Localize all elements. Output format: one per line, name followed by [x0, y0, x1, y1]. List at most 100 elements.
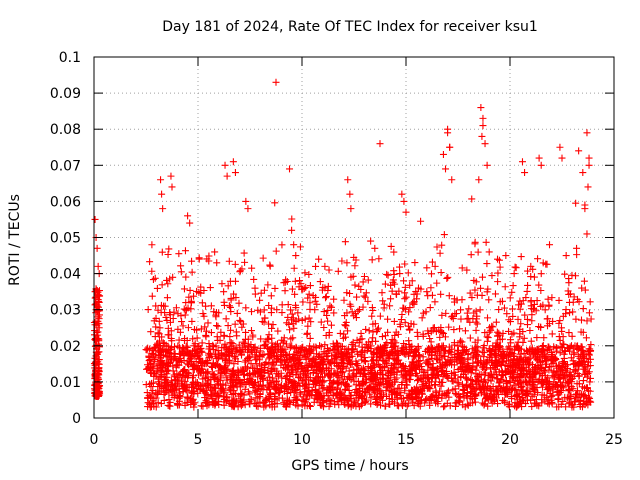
data-point: [373, 326, 381, 334]
data-point: [432, 366, 440, 374]
data-point: [179, 352, 187, 360]
data-point: [189, 372, 197, 380]
data-point: [284, 396, 292, 404]
data-point: [479, 378, 487, 386]
data-point: [295, 315, 303, 323]
data-point: [464, 314, 472, 322]
data-point: [162, 313, 170, 321]
data-point: [188, 317, 196, 325]
data-point: [296, 359, 304, 367]
data-point: [442, 372, 450, 380]
data-point: [197, 369, 205, 377]
data-point: [491, 290, 499, 298]
data-point: [242, 380, 250, 388]
data-point: [522, 294, 530, 302]
data-point: [258, 373, 266, 381]
data-point: [508, 305, 516, 313]
data-point: [306, 374, 314, 382]
data-point: [179, 322, 187, 330]
data-point: [312, 262, 320, 270]
data-point: [517, 320, 525, 328]
data-point: [231, 277, 239, 285]
data-point: [290, 353, 298, 361]
data-point: [175, 392, 183, 400]
data-point: [150, 370, 158, 378]
data-point: [382, 341, 390, 349]
data-point: [227, 326, 235, 334]
data-point: [225, 397, 233, 405]
data-point: [209, 341, 217, 349]
data-point: [282, 380, 290, 388]
data-point: [360, 357, 368, 365]
data-point: [237, 390, 245, 398]
data-point: [200, 312, 208, 320]
data-point: [188, 257, 196, 265]
data-point: [95, 292, 103, 300]
data-point: [180, 357, 188, 365]
data-point: [485, 296, 493, 304]
data-point: [584, 183, 592, 191]
data-point: [91, 385, 99, 393]
data-point: [234, 369, 242, 377]
data-point: [182, 273, 190, 281]
data-point: [472, 326, 480, 334]
data-point: [367, 237, 375, 245]
data-point: [267, 368, 275, 376]
data-point: [444, 387, 452, 395]
data-point: [586, 345, 594, 353]
data-point: [491, 343, 499, 351]
data-point: [210, 375, 218, 383]
data-point: [502, 252, 510, 260]
data-point: [566, 309, 574, 317]
data-point: [190, 380, 198, 388]
data-point: [480, 353, 488, 361]
data-point: [157, 367, 165, 375]
data-points: [90, 78, 595, 411]
data-point: [183, 349, 191, 357]
data-point: [346, 190, 354, 198]
data-point: [391, 388, 399, 396]
data-point: [308, 387, 316, 395]
data-point: [529, 265, 537, 273]
data-point: [302, 283, 310, 291]
data-point: [429, 326, 437, 334]
data-point: [230, 387, 238, 395]
data-point: [535, 402, 543, 410]
data-point: [271, 199, 279, 207]
data-point: [160, 302, 168, 310]
data-point: [187, 305, 195, 313]
data-point: [518, 383, 526, 391]
data-point: [470, 276, 478, 284]
data-point: [370, 348, 378, 356]
data-point: [524, 267, 532, 275]
data-point: [326, 302, 334, 310]
data-point: [179, 344, 187, 352]
data-point: [325, 395, 333, 403]
data-point: [281, 287, 289, 295]
data-point: [262, 402, 270, 410]
data-point: [428, 354, 436, 362]
data-point: [260, 318, 268, 326]
data-point: [454, 347, 462, 355]
data-point: [187, 297, 195, 305]
data-point: [540, 379, 548, 387]
data-point: [565, 379, 573, 387]
data-point: [552, 347, 560, 355]
data-point: [241, 401, 249, 409]
data-point: [390, 317, 398, 325]
data-point: [158, 347, 166, 355]
data-point: [183, 393, 191, 401]
data-point: [229, 382, 237, 390]
data-point: [472, 391, 480, 399]
data-point: [272, 78, 280, 86]
data-point: [443, 389, 451, 397]
data-point: [586, 378, 594, 386]
data-point: [401, 289, 409, 297]
data-point: [290, 241, 298, 249]
data-point: [581, 401, 589, 409]
data-point: [163, 370, 171, 378]
data-point: [352, 370, 360, 378]
data-point: [393, 350, 401, 358]
data-point: [424, 292, 432, 300]
data-point: [238, 323, 246, 331]
